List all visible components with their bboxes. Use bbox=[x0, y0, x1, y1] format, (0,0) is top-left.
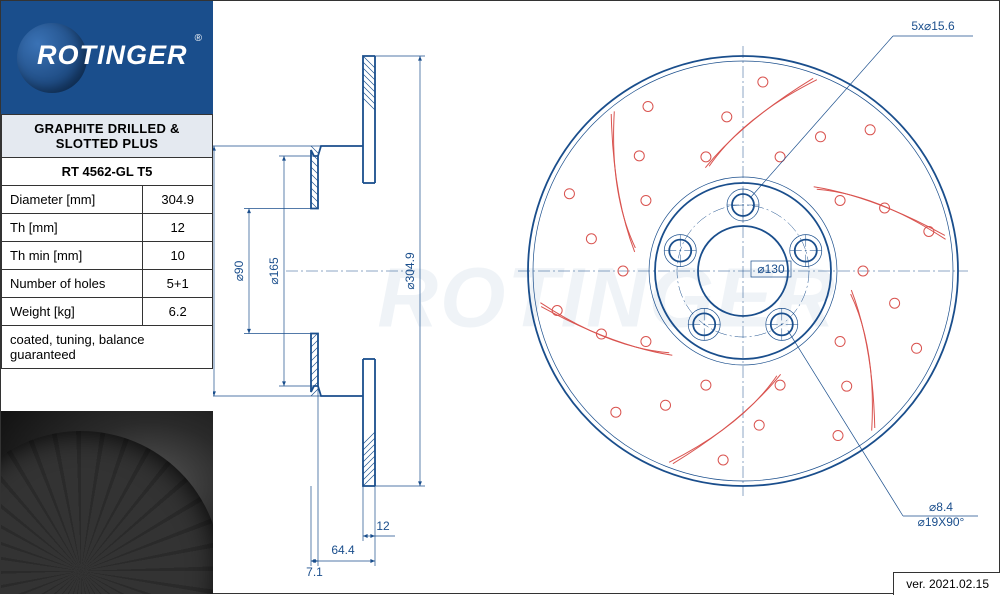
spec-value: 10 bbox=[143, 242, 213, 270]
brand-name: ROTINGER bbox=[37, 40, 188, 71]
spec-notes: coated, tuning, balance guaranteed bbox=[2, 326, 213, 369]
spec-value: 5+1 bbox=[143, 270, 213, 298]
logo-panel: ROTINGER ® bbox=[1, 1, 213, 114]
svg-text:12: 12 bbox=[376, 519, 390, 533]
spec-label: Weight [kg] bbox=[2, 298, 143, 326]
svg-text:⌀90: ⌀90 bbox=[232, 260, 246, 281]
part-number: RT 4562-GL T5 bbox=[2, 158, 213, 186]
spec-label: Th [mm] bbox=[2, 214, 143, 242]
spec-label: Number of holes bbox=[2, 270, 143, 298]
spec-value: 304.9 bbox=[143, 186, 213, 214]
svg-text:⌀165: ⌀165 bbox=[267, 257, 281, 285]
svg-text:⌀130: ⌀130 bbox=[757, 262, 785, 276]
svg-text:64.4: 64.4 bbox=[331, 543, 355, 557]
svg-text:⌀304.9: ⌀304.9 bbox=[403, 252, 417, 290]
product-photo bbox=[1, 411, 213, 594]
spec-table: GRAPHITE DRILLED & SLOTTED PLUS RT 4562-… bbox=[1, 114, 213, 369]
svg-text:5x⌀15.6: 5x⌀15.6 bbox=[911, 19, 955, 33]
spec-label: Diameter [mm] bbox=[2, 186, 143, 214]
spec-label: Th min [mm] bbox=[2, 242, 143, 270]
svg-text:⌀19X90°: ⌀19X90° bbox=[918, 515, 965, 529]
spec-value: 12 bbox=[143, 214, 213, 242]
product-subtitle: GRAPHITE DRILLED & SLOTTED PLUS bbox=[2, 115, 213, 158]
spec-value: 6.2 bbox=[143, 298, 213, 326]
technical-drawing: ROTINGER ⌀90⌀165⌀179.2⌀304.97.164.412⌀13… bbox=[213, 1, 1000, 595]
svg-text:7.1: 7.1 bbox=[306, 565, 323, 579]
version-label: ver. 2021.02.15 bbox=[893, 572, 1000, 595]
svg-text:⌀8.4: ⌀8.4 bbox=[929, 500, 953, 514]
